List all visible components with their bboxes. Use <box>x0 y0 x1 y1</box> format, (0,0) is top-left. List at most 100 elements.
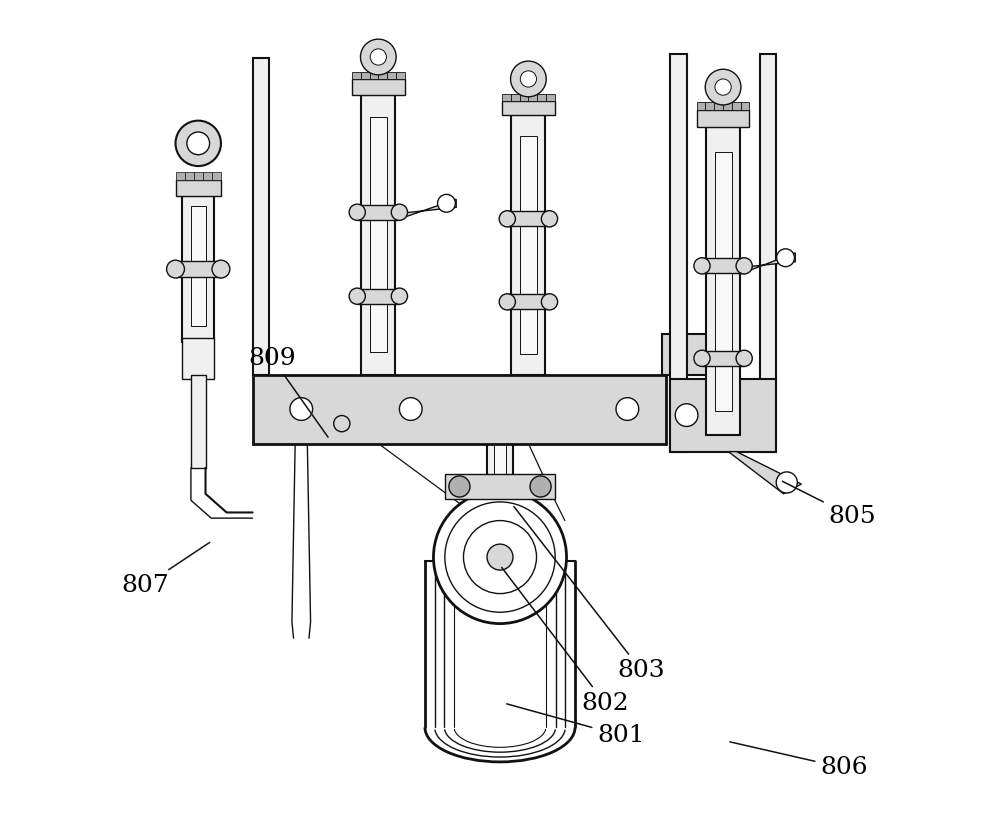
Bar <box>176 180 221 196</box>
Bar <box>194 172 203 180</box>
Circle shape <box>530 476 551 497</box>
Circle shape <box>176 120 221 166</box>
Bar <box>364 206 393 219</box>
Circle shape <box>449 476 470 497</box>
Bar <box>520 136 537 354</box>
Bar <box>702 259 744 274</box>
Bar <box>662 334 711 374</box>
Text: 807: 807 <box>121 542 210 597</box>
Bar <box>494 443 506 483</box>
Bar <box>361 72 370 79</box>
Circle shape <box>694 258 710 274</box>
Bar <box>705 102 714 110</box>
Polygon shape <box>728 452 801 494</box>
Bar <box>706 127 740 435</box>
Circle shape <box>399 398 422 420</box>
Circle shape <box>520 71 537 87</box>
Bar <box>520 94 528 101</box>
Bar <box>253 58 269 374</box>
Bar <box>212 172 221 180</box>
Bar <box>176 172 185 180</box>
Bar <box>507 295 549 309</box>
Circle shape <box>499 294 515 310</box>
Bar <box>357 289 399 304</box>
Bar <box>357 205 399 220</box>
Circle shape <box>290 398 313 420</box>
Bar <box>370 72 378 79</box>
Bar <box>191 206 206 326</box>
Text: 805: 805 <box>782 481 876 528</box>
Bar <box>361 94 395 374</box>
Bar <box>253 374 666 444</box>
Circle shape <box>776 472 797 493</box>
Circle shape <box>541 294 558 310</box>
Bar <box>370 117 387 352</box>
Text: 803: 803 <box>514 506 665 682</box>
Bar <box>723 102 732 110</box>
Circle shape <box>370 49 386 65</box>
Bar <box>396 72 405 79</box>
Bar <box>507 212 549 226</box>
Bar <box>203 172 212 180</box>
Bar <box>528 94 537 101</box>
Circle shape <box>705 69 741 105</box>
Bar <box>760 54 776 452</box>
Bar <box>191 374 206 468</box>
Circle shape <box>463 521 537 593</box>
Bar <box>370 58 386 374</box>
Bar <box>741 102 749 110</box>
Circle shape <box>777 249 794 267</box>
Bar <box>378 72 387 79</box>
Circle shape <box>616 398 639 420</box>
Bar <box>520 66 537 374</box>
Circle shape <box>694 350 710 366</box>
Bar <box>732 102 741 110</box>
Circle shape <box>360 39 396 75</box>
Bar <box>182 196 214 342</box>
Circle shape <box>736 350 752 366</box>
Bar <box>185 172 194 180</box>
Circle shape <box>391 288 408 304</box>
Circle shape <box>511 61 546 97</box>
Circle shape <box>433 491 567 624</box>
Bar <box>697 102 705 110</box>
Circle shape <box>499 211 515 227</box>
Bar <box>670 379 776 452</box>
Bar <box>702 351 744 365</box>
Bar <box>352 79 405 94</box>
Bar <box>511 94 520 101</box>
Bar <box>709 352 738 365</box>
Circle shape <box>715 79 731 95</box>
Text: 802: 802 <box>502 567 629 715</box>
Bar <box>182 338 214 379</box>
Bar <box>511 115 545 374</box>
Polygon shape <box>395 199 456 221</box>
Bar <box>487 444 513 491</box>
Bar <box>537 94 546 101</box>
Bar <box>697 110 749 127</box>
Bar <box>502 101 555 115</box>
Bar <box>387 72 396 79</box>
Circle shape <box>541 211 558 227</box>
Text: 801: 801 <box>507 704 645 747</box>
Bar <box>715 151 732 411</box>
Bar <box>176 261 221 277</box>
Circle shape <box>349 204 365 221</box>
Bar <box>546 94 555 101</box>
Circle shape <box>212 260 230 278</box>
Circle shape <box>438 195 455 212</box>
Bar <box>514 212 543 225</box>
Bar <box>714 102 723 110</box>
Circle shape <box>349 288 365 304</box>
Bar <box>445 474 555 499</box>
Bar <box>502 94 511 101</box>
Circle shape <box>487 544 513 570</box>
Bar <box>709 260 738 273</box>
Circle shape <box>167 260 184 278</box>
Circle shape <box>736 258 752 274</box>
Bar <box>364 290 393 303</box>
Bar <box>514 295 543 309</box>
Circle shape <box>445 502 555 612</box>
Bar <box>670 54 687 452</box>
Circle shape <box>187 132 210 155</box>
